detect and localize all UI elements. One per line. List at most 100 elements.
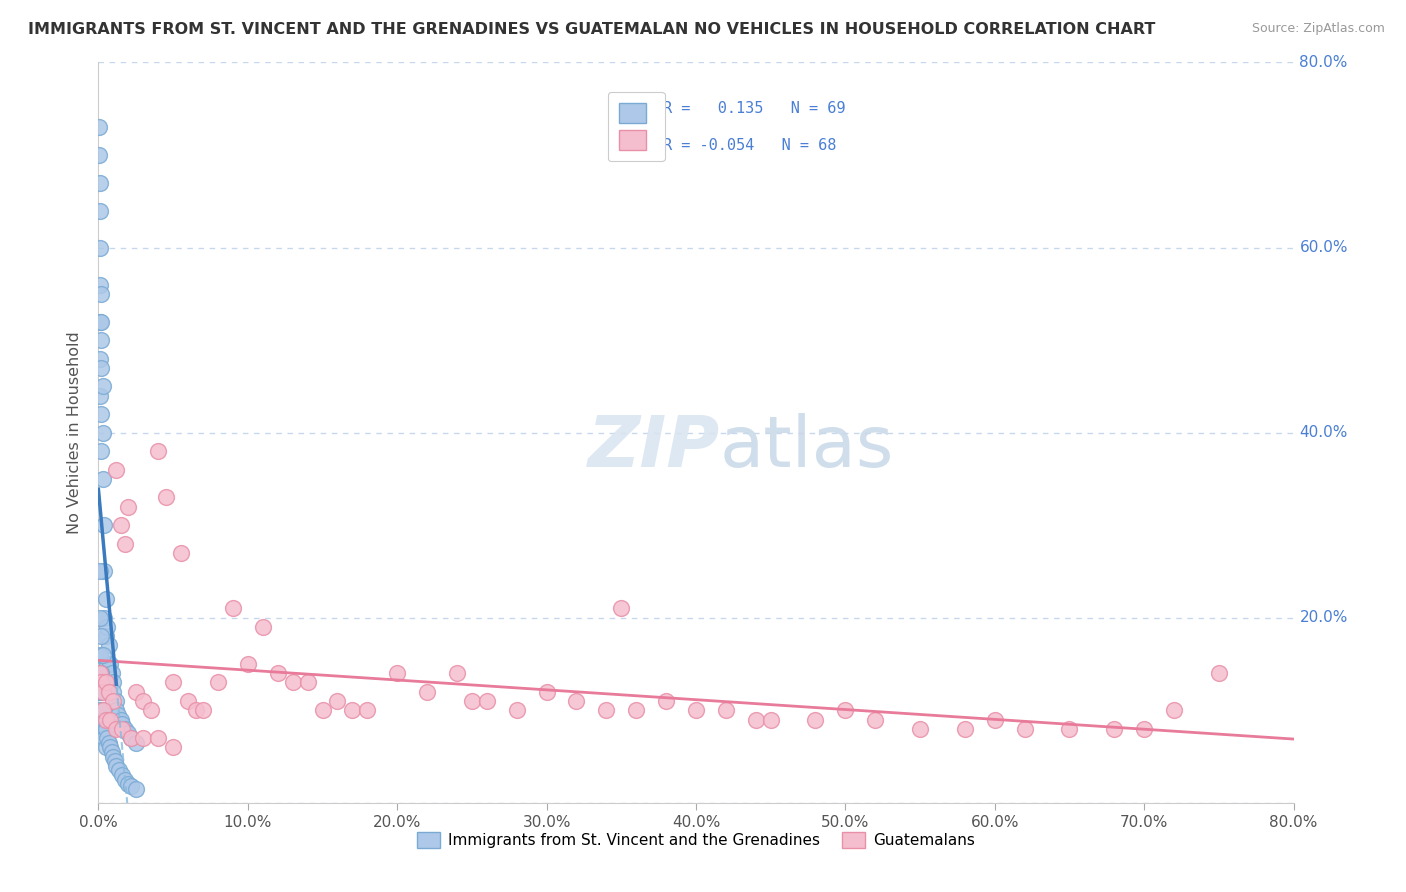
Point	[107, 707, 129, 722]
Point	[506, 703, 529, 717]
Point	[565, 694, 588, 708]
Point	[91, 648, 114, 662]
Point	[1163, 703, 1185, 717]
Point	[90, 314, 112, 328]
Point	[416, 685, 439, 699]
Point	[385, 666, 409, 681]
Point	[446, 666, 468, 681]
Point	[105, 694, 128, 708]
Point	[90, 629, 112, 643]
Point	[745, 713, 768, 727]
Point	[94, 740, 117, 755]
Point	[97, 736, 120, 750]
Point	[98, 657, 122, 671]
Point	[865, 713, 887, 727]
Point	[93, 565, 115, 579]
Point	[1208, 666, 1230, 681]
Point	[610, 601, 633, 615]
Text: atlas: atlas	[720, 413, 894, 482]
Text: 60.0%: 60.0%	[1299, 240, 1348, 255]
Point	[311, 703, 333, 717]
Point	[101, 666, 124, 681]
Point	[1104, 722, 1126, 736]
Point	[953, 722, 976, 736]
Point	[89, 148, 111, 162]
Text: 40.0%: 40.0%	[1299, 425, 1348, 440]
Legend: Immigrants from St. Vincent and the Grenadines, Guatemalans: Immigrants from St. Vincent and the Gren…	[411, 826, 981, 855]
Text: R = -0.054   N = 68: R = -0.054 N = 68	[662, 138, 837, 153]
Point	[110, 518, 132, 533]
Point	[1059, 722, 1081, 736]
Point	[114, 536, 136, 550]
Point	[91, 703, 114, 717]
Point	[93, 610, 115, 624]
Point	[117, 726, 139, 740]
Text: R =   0.135   N = 69: R = 0.135 N = 69	[662, 101, 845, 116]
Point	[103, 694, 125, 708]
Point	[117, 500, 139, 514]
Point	[139, 703, 162, 717]
Point	[91, 472, 114, 486]
Point	[89, 351, 111, 366]
Point	[236, 657, 259, 671]
Point	[475, 694, 498, 708]
Point	[91, 703, 114, 717]
Point	[103, 685, 125, 699]
Point	[97, 639, 120, 653]
Point	[125, 736, 148, 750]
Point	[97, 685, 120, 699]
Point	[93, 518, 115, 533]
Point	[89, 203, 111, 218]
Point	[93, 731, 115, 745]
Point	[655, 694, 678, 708]
Point	[94, 629, 117, 643]
Point	[252, 620, 274, 634]
Point	[281, 675, 304, 690]
Point	[1133, 722, 1156, 736]
Point	[297, 675, 319, 690]
Point	[626, 703, 648, 717]
Point	[105, 462, 128, 476]
Point	[148, 444, 170, 458]
Point	[685, 703, 707, 717]
Point	[94, 592, 117, 607]
Point	[91, 685, 114, 699]
Point	[169, 546, 191, 560]
Point	[89, 648, 111, 662]
Point	[110, 713, 132, 727]
Point	[326, 694, 349, 708]
Point	[94, 675, 117, 690]
Point	[207, 675, 229, 690]
Point	[105, 703, 128, 717]
Point	[98, 713, 122, 727]
Point	[89, 277, 111, 292]
Text: ZIP: ZIP	[588, 413, 720, 482]
Point	[595, 703, 617, 717]
Point	[148, 731, 170, 745]
Point	[104, 754, 127, 768]
Point	[89, 120, 111, 135]
Point	[804, 713, 827, 727]
Point	[114, 772, 136, 787]
Point	[111, 717, 134, 731]
Point	[89, 610, 111, 624]
Point	[89, 685, 111, 699]
Point	[714, 703, 737, 717]
Point	[90, 286, 112, 301]
Point	[91, 379, 114, 393]
Point	[96, 657, 118, 671]
Point	[101, 745, 124, 759]
Point	[105, 722, 128, 736]
Point	[94, 722, 117, 736]
Point	[105, 758, 128, 772]
Point	[356, 703, 378, 717]
Point	[111, 768, 134, 782]
Point	[111, 722, 134, 736]
Point	[91, 425, 114, 440]
Point	[120, 731, 142, 745]
Point	[125, 781, 148, 796]
Point	[908, 722, 931, 736]
Point	[96, 620, 118, 634]
Text: 20.0%: 20.0%	[1299, 610, 1348, 625]
Point	[90, 444, 112, 458]
